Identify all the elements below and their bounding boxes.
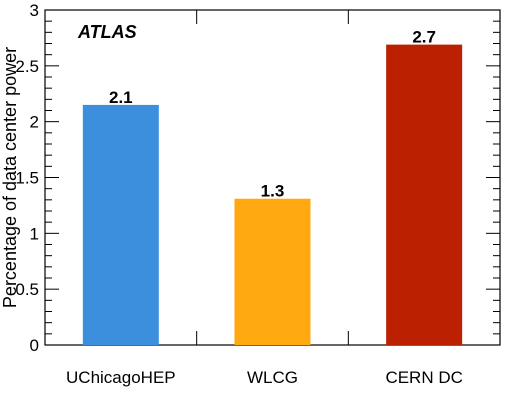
bar-cern-dc bbox=[386, 44, 463, 345]
y-axis-ticks: 0 0.5 1 1.5 2 2.5 3 bbox=[15, 1, 500, 355]
y-tick-label: 1.5 bbox=[15, 169, 39, 188]
x-category-label: WLCG bbox=[247, 368, 298, 387]
y-tick-label: 0 bbox=[30, 336, 39, 355]
bar-value-label: 1.3 bbox=[261, 182, 285, 201]
y-tick-label: 3 bbox=[30, 1, 39, 20]
y-tick-label: 2 bbox=[30, 113, 39, 132]
x-category-label: UChicagoHEP bbox=[66, 368, 176, 387]
y-tick-label: 0.5 bbox=[15, 280, 39, 299]
bar-value-label: 2.1 bbox=[109, 88, 133, 107]
bar-wlcg bbox=[234, 198, 311, 345]
atlas-label: ATLAS bbox=[77, 22, 137, 42]
x-category-label: CERN DC bbox=[385, 368, 462, 387]
y-axis-title: Percentage of data center power bbox=[0, 47, 20, 308]
bar-uchicagohep bbox=[82, 104, 159, 346]
labels: 2.1 UChicagoHEP 1.3 WLCG 2.7 CERN DC bbox=[66, 28, 463, 387]
bars bbox=[82, 44, 463, 346]
bar-value-label: 2.7 bbox=[412, 28, 436, 47]
y-tick-label: 2.5 bbox=[15, 57, 39, 76]
y-tick-label: 1 bbox=[30, 224, 39, 243]
